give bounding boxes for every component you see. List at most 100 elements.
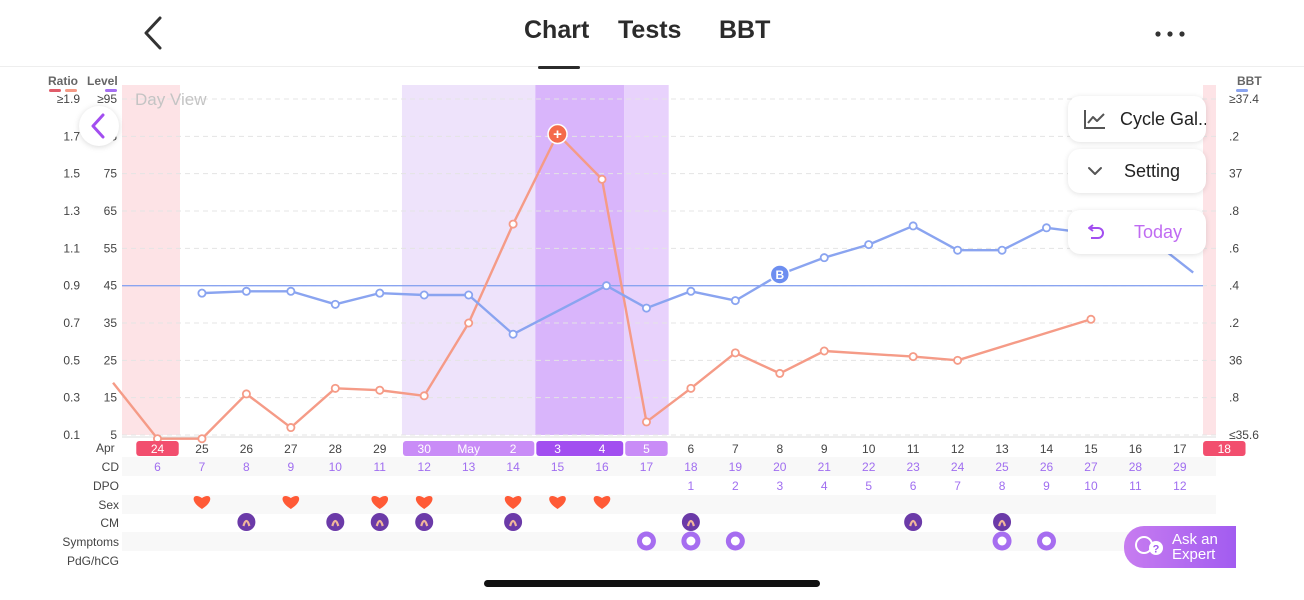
ratio-point[interactable]: [508, 219, 518, 229]
ratio-point[interactable]: [464, 318, 474, 328]
level-point[interactable]: [464, 290, 474, 300]
ratio-point[interactable]: [330, 383, 340, 393]
ratio-tick-label: 0.9: [63, 279, 80, 293]
level-point[interactable]: [601, 281, 611, 291]
bbt-marker-label: B: [775, 268, 784, 282]
level-point[interactable]: [375, 288, 385, 298]
heart-icon[interactable]: [193, 496, 211, 509]
date-label[interactable]: 26: [240, 442, 254, 456]
date-label[interactable]: May: [457, 442, 480, 456]
date-highlight: [625, 441, 668, 456]
row-value: 24: [951, 460, 965, 474]
date-label[interactable]: 6: [688, 442, 695, 456]
today-button[interactable]: Today: [1068, 210, 1206, 254]
ratio-point[interactable]: [419, 391, 429, 401]
level-point[interactable]: [1042, 223, 1052, 233]
date-label[interactable]: 8: [776, 442, 783, 456]
date-label[interactable]: 18: [1218, 442, 1232, 456]
row-value: 6: [154, 460, 161, 474]
row-label: Symptoms: [62, 535, 119, 549]
date-label[interactable]: 16: [1129, 442, 1143, 456]
level-point[interactable]: [686, 286, 696, 296]
row-value: 6: [910, 479, 917, 493]
level-point[interactable]: [241, 286, 251, 296]
ask-expert-button[interactable]: ? Ask an Expert: [1124, 526, 1236, 568]
setting-button[interactable]: Setting: [1068, 149, 1206, 193]
level-point[interactable]: [508, 329, 518, 339]
level-point[interactable]: [330, 299, 340, 309]
row-value: 1: [688, 479, 695, 493]
ratio-point[interactable]: [597, 174, 607, 184]
ratio-point[interactable]: [375, 385, 385, 395]
level-point[interactable]: [286, 286, 296, 296]
date-label[interactable]: 5: [643, 442, 650, 456]
date-label[interactable]: 12: [951, 442, 965, 456]
date-label[interactable]: 30: [418, 442, 432, 456]
scroll-left-button[interactable]: [79, 106, 119, 146]
level-point[interactable]: [819, 253, 829, 263]
tab-bbt[interactable]: BBT: [719, 16, 771, 44]
heart-icon[interactable]: [282, 496, 300, 509]
tab-chart[interactable]: Chart: [524, 16, 590, 44]
date-label[interactable]: 2: [510, 442, 517, 456]
date-label[interactable]: 17: [1173, 442, 1187, 456]
ratio-point[interactable]: [953, 355, 963, 365]
tab-tests[interactable]: Tests: [618, 16, 682, 44]
date-label[interactable]: 15: [1084, 442, 1098, 456]
heart-icon[interactable]: [593, 496, 611, 509]
level-tick-label: 75: [104, 167, 118, 181]
date-label[interactable]: 7: [732, 442, 739, 456]
ratio-point[interactable]: [286, 423, 296, 433]
date-label[interactable]: 27: [284, 442, 298, 456]
ratio-point[interactable]: [730, 348, 740, 358]
level-point[interactable]: [419, 290, 429, 300]
level-point[interactable]: [197, 288, 207, 298]
level-point[interactable]: [641, 303, 651, 313]
level-point[interactable]: [730, 296, 740, 306]
heart-icon[interactable]: [415, 496, 433, 509]
level-point[interactable]: [997, 245, 1007, 255]
data-rows: CD 6 7 8 9 10 11 12 13 14 15 16 17 18 19 20 21 22 23 24 25 26…: [62, 457, 1216, 568]
back-button[interactable]: [138, 14, 172, 52]
ratio-point[interactable]: [819, 346, 829, 356]
date-label[interactable]: 10: [862, 442, 876, 456]
date-label[interactable]: 9: [821, 442, 828, 456]
date-label[interactable]: 25: [195, 442, 209, 456]
ratio-legend-swatch-2: [65, 89, 77, 92]
peak-marker[interactable]: [547, 123, 568, 145]
date-highlight: [536, 441, 624, 456]
ratio-point[interactable]: [641, 417, 651, 427]
date-label[interactable]: 28: [329, 442, 343, 456]
row-value: 19: [729, 460, 743, 474]
level-tick-label: 25: [104, 353, 118, 367]
date-label[interactable]: 3: [554, 442, 561, 456]
level-point[interactable]: [953, 245, 963, 255]
cycle-gallery-button[interactable]: Cycle Gal...: [1068, 96, 1206, 142]
ratio-point[interactable]: [686, 383, 696, 393]
ratio-point[interactable]: [775, 368, 785, 378]
level-point[interactable]: [864, 240, 874, 250]
date-label[interactable]: 29: [373, 442, 387, 456]
ratio-point[interactable]: [908, 352, 918, 362]
symptom-glyph: [686, 536, 696, 546]
cervical-mucus-glyph: [331, 519, 340, 527]
date-label[interactable]: 11: [907, 442, 920, 456]
heart-icon[interactable]: [504, 496, 522, 509]
date-label[interactable]: 4: [599, 442, 606, 456]
symptom-glyph: [997, 536, 1007, 546]
bbt-marker[interactable]: [769, 264, 791, 285]
month-label: Apr: [96, 441, 115, 455]
bbt-tick-label: .8: [1229, 204, 1239, 218]
level-point[interactable]: [908, 221, 918, 231]
heart-icon[interactable]: [549, 496, 566, 509]
fertile-band: [401, 85, 536, 435]
ratio-point[interactable]: [241, 389, 251, 399]
date-label[interactable]: 24: [151, 442, 165, 456]
date-label[interactable]: 14: [1040, 442, 1054, 456]
heart-icon[interactable]: [371, 496, 389, 509]
date-label[interactable]: 13: [995, 442, 1009, 456]
more-options-button[interactable]: [1152, 20, 1188, 46]
level-tick-label: 5: [110, 428, 117, 442]
ratio-point[interactable]: [1086, 314, 1096, 324]
ratio-point[interactable]: [197, 434, 207, 444]
